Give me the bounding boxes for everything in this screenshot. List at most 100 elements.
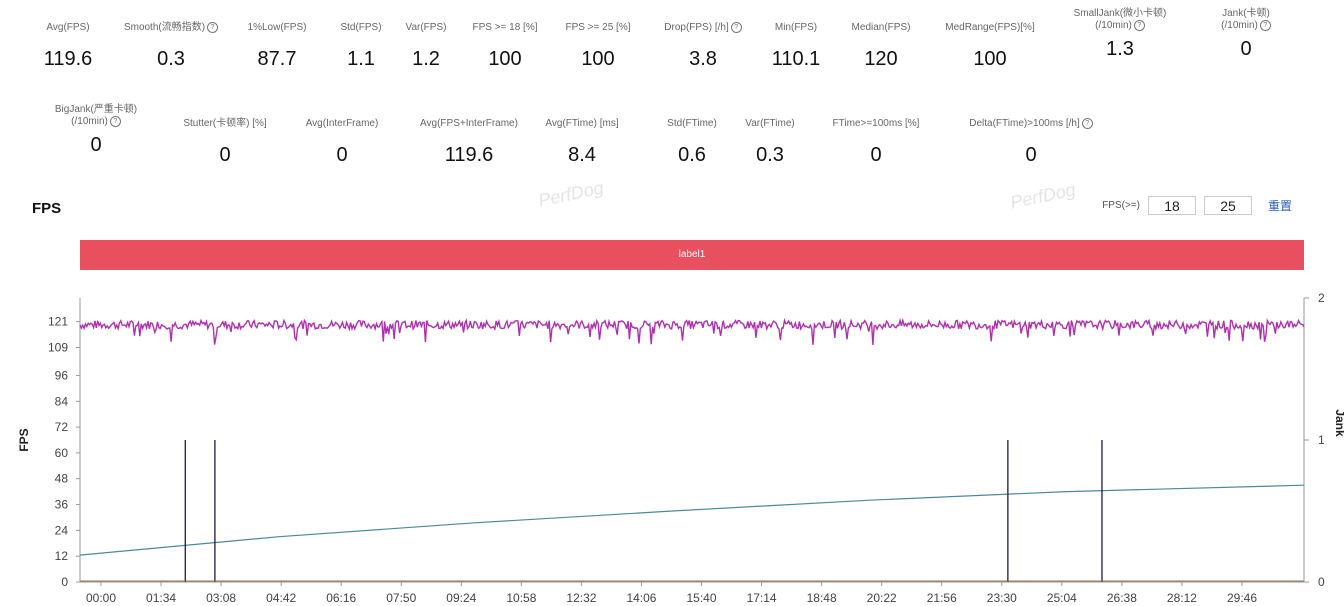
- x-tick-label: 28:12: [1167, 591, 1197, 605]
- stat-stats_row1-7: Drop(FPS) [/h]? 3.8: [633, 22, 773, 71]
- stat-stats_row1-11: SmallJank(微小卡顿) (/10min)? 1.3: [1050, 8, 1190, 61]
- stat-stats_row1-0: Avg(FPS) 119.6: [0, 22, 138, 71]
- y-tick-label: 109: [48, 340, 68, 354]
- stat-label-text: SmallJank(微小卡顿): [1073, 8, 1167, 19]
- stat-label: Avg(FPS): [0, 22, 138, 34]
- stat-stats_row2-1: Stutter(卡顿率) [%] 0: [155, 118, 295, 167]
- stat-value: 0: [336, 144, 348, 166]
- stat-stats_row1-3: Std(FPS) 1.1: [291, 22, 431, 71]
- info-icon[interactable]: ?: [1133, 20, 1145, 31]
- stat-label: FPS >= 25 [%]: [528, 22, 668, 34]
- stat-label: FTime>=100ms [%]: [806, 118, 946, 130]
- stat-value: 1.1: [347, 48, 375, 70]
- stat-label-text: Avg(FPS): [46, 22, 90, 33]
- x-tick-label: 14:06: [626, 591, 656, 605]
- x-tick-label: 10:58: [506, 591, 536, 605]
- stat-label-text: Avg(InterFrame): [305, 118, 379, 129]
- stat-label: MedRange(FPS)[%]: [920, 22, 1060, 34]
- stat-label: Avg(FTime) [ms]: [512, 118, 652, 130]
- stat-label: BigJank(严重卡顿) (/10min)?: [26, 104, 166, 128]
- stat-stats_row2-7: FTime>=100ms [%] 0: [806, 118, 946, 167]
- y-tick-label: 0: [61, 575, 68, 589]
- stat-label-text: Var(FPS): [405, 22, 447, 33]
- stat-stats_row1-6: FPS >= 25 [%] 100: [528, 22, 668, 71]
- stat-label: Drop(FPS) [/h]?: [633, 22, 773, 34]
- stat-value: 0: [90, 134, 102, 157]
- stat-label: Smooth(流畅指数)?: [101, 22, 241, 34]
- stat-label: Avg(FPS+InterFrame): [399, 118, 539, 130]
- stat-value: 0: [1240, 38, 1252, 61]
- stat-label-text: Std(FPS): [340, 22, 382, 33]
- x-tick-label: 23:30: [987, 591, 1017, 605]
- x-tick-label: 04:42: [266, 591, 296, 605]
- stat-stats_row1-8: Min(FPS) 110.1: [726, 22, 866, 71]
- stat-value: 100: [488, 48, 522, 70]
- reset-button[interactable]: 重置: [1267, 199, 1292, 213]
- x-tick-label: 12:32: [566, 591, 596, 605]
- stat-value: 100: [581, 48, 615, 70]
- stat-label-text: MedRange(FPS)[%]: [945, 22, 1035, 33]
- stat-stats_row2-6: Var(FTime) 0.3: [700, 118, 840, 167]
- y2-axis-label: Jank: [1333, 409, 1344, 437]
- stat-stats_row2-0: BigJank(严重卡顿) (/10min)? 0: [26, 104, 166, 157]
- y-tick-label: 60: [55, 446, 69, 460]
- y-tick-label: 48: [55, 472, 69, 486]
- stat-stats_row2-3: Avg(FPS+InterFrame) 119.6: [399, 118, 539, 167]
- info-icon[interactable]: ?: [1081, 118, 1093, 129]
- label-bar[interactable]: label1: [80, 240, 1304, 270]
- y2-tick-label: 0: [1318, 575, 1325, 589]
- stat-stats_row1-12: Jank(卡顿) (/10min)? 0: [1176, 8, 1316, 61]
- stat-stats_row1-1: Smooth(流畅指数)? 0.3: [101, 22, 241, 71]
- stat-label-text: Jank(卡顿): [1222, 8, 1270, 19]
- stat-label-text: BigJank(严重卡顿): [54, 104, 138, 115]
- stat-label-text: FPS >= 25 [%]: [565, 22, 631, 33]
- x-tick-label: 03:08: [206, 591, 236, 605]
- stat-value: 1.2: [412, 48, 440, 70]
- stat-label: Stutter(卡顿率) [%]: [155, 118, 295, 130]
- stat-label: Var(FPS): [356, 22, 496, 34]
- stat-label: Min(FPS): [726, 22, 866, 34]
- y-tick-label: 96: [55, 368, 69, 382]
- info-icon[interactable]: ?: [730, 22, 742, 33]
- info-icon[interactable]: ?: [207, 22, 219, 33]
- stat-label-text: Avg(FPS+InterFrame): [420, 118, 518, 129]
- stat-label-text: Min(FPS): [774, 22, 818, 33]
- stat-label-text: Std(FTime): [667, 118, 717, 129]
- stat-label: FPS >= 18 [%]: [435, 22, 575, 34]
- y-axis-label: FPS: [17, 428, 31, 451]
- x-tick-label: 25:04: [1047, 591, 1077, 605]
- stat-label: Var(FTime): [700, 118, 840, 130]
- x-tick-label: 20:22: [867, 591, 897, 605]
- stat-stats_row1-4: Var(FPS) 1.2: [356, 22, 496, 71]
- stat-label: Median(FPS): [811, 22, 951, 34]
- stat-label: Avg(InterFrame): [272, 118, 412, 130]
- stat-stats_row1-10: MedRange(FPS)[%] 100: [920, 22, 1060, 71]
- x-tick-label: 17:14: [747, 591, 777, 605]
- section-title: FPS: [32, 200, 62, 217]
- stat-label-text: (/10min): [1221, 20, 1258, 32]
- info-icon[interactable]: ?: [109, 116, 121, 127]
- stat-value: 3.8: [689, 48, 717, 71]
- y-tick-label: 84: [55, 394, 69, 408]
- stat-label: Std(FTime): [622, 118, 762, 130]
- stat-label-text: FTime>=100ms [%]: [832, 118, 920, 129]
- stat-label-text: Delta(FTime)>100ms [/h]: [969, 118, 1080, 130]
- stat-stats_row1-9: Median(FPS) 120: [811, 22, 951, 71]
- watermark: PerfDog: [1008, 179, 1078, 213]
- stat-value: 110.1: [771, 48, 821, 70]
- stat-stats_row1-2: 1%Low(FPS) 87.7: [207, 22, 347, 71]
- threshold-input-2[interactable]: [1203, 196, 1252, 215]
- y-tick-label: 121: [48, 315, 68, 329]
- trend-line: [79, 484, 1305, 556]
- stat-label-text: Smooth(流畅指数): [123, 22, 206, 34]
- stat-label-text: Var(FTime): [745, 118, 795, 129]
- threshold-input-1[interactable]: [1147, 196, 1196, 215]
- info-icon[interactable]: ?: [1259, 20, 1271, 31]
- stat-label-text: Avg(FTime) [ms]: [545, 118, 619, 129]
- y2-tick-label: 1: [1318, 433, 1325, 447]
- threshold-label: FPS(>=): [1102, 200, 1140, 211]
- x-tick-label: 26:38: [1107, 591, 1137, 605]
- stat-label-text: FPS >= 18 [%]: [472, 22, 538, 33]
- stat-label: Jank(卡顿) (/10min)?: [1176, 8, 1316, 32]
- stat-value: 0.3: [756, 144, 784, 166]
